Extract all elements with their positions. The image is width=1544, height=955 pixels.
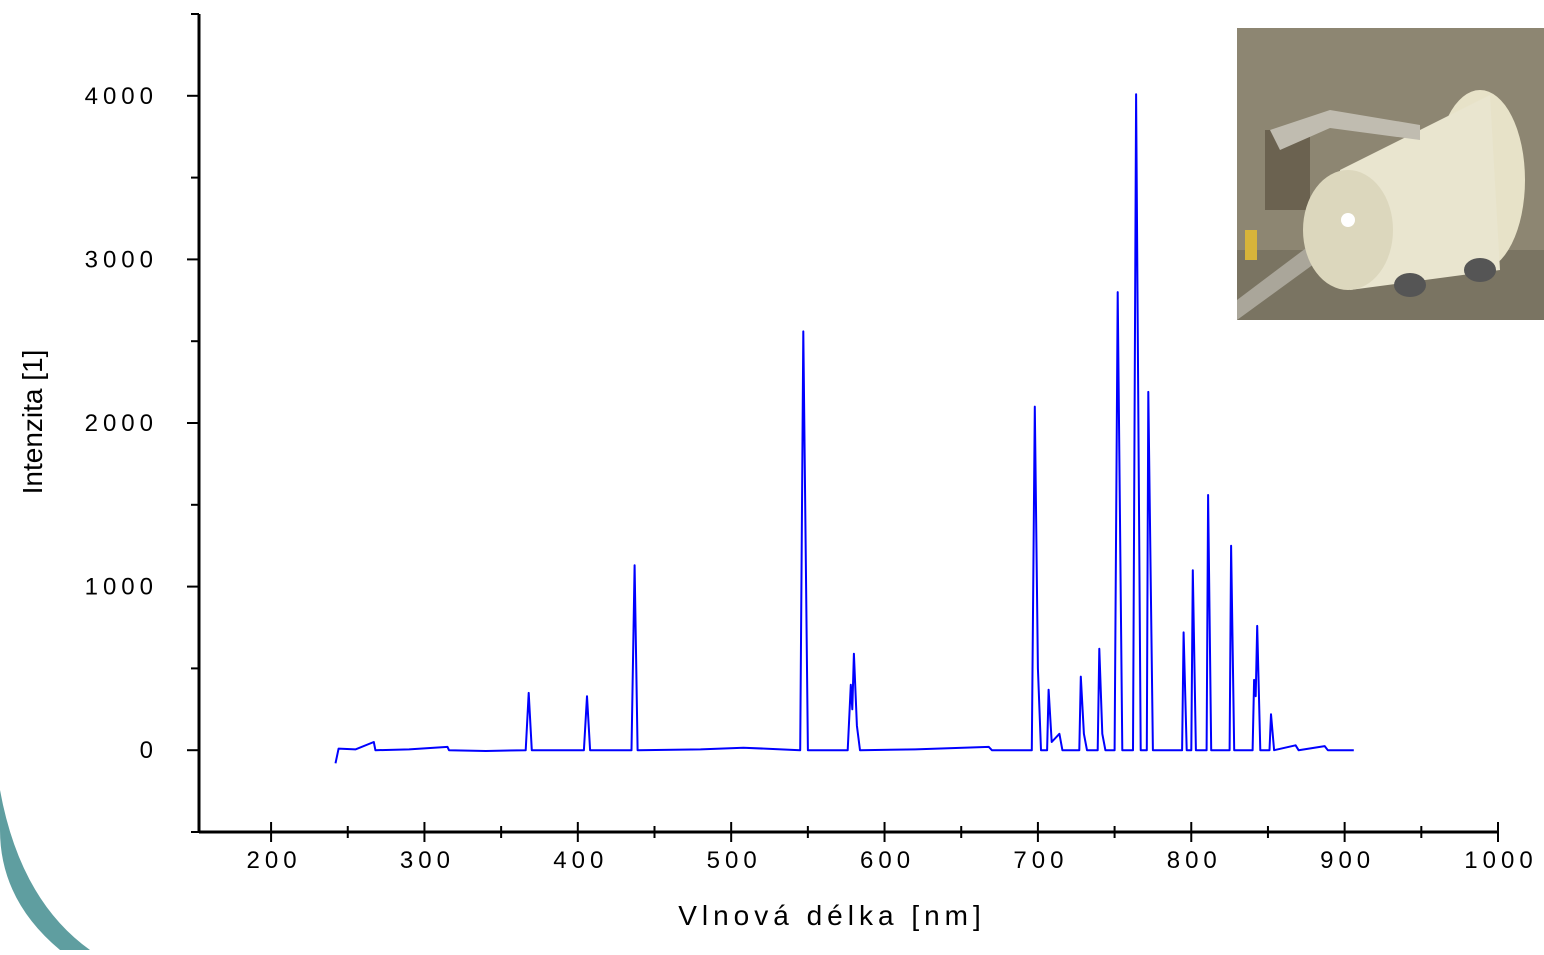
x-tick-label: 500 bbox=[707, 847, 762, 874]
y-axis-label: Intenzita [1] bbox=[17, 350, 48, 495]
x-tick-label: 600 bbox=[860, 847, 915, 874]
x-axis-label: Vlnová délka [nm] bbox=[678, 900, 986, 931]
inset-photo bbox=[1237, 28, 1544, 320]
decor-arc bbox=[0, 790, 90, 950]
y-tick-label: 0 bbox=[140, 737, 158, 764]
y-tick-label: 1000 bbox=[85, 574, 158, 601]
x-tick-label: 300 bbox=[400, 847, 455, 874]
x-tick-label: 1000 bbox=[1464, 847, 1537, 874]
x-tick-label: 200 bbox=[247, 847, 302, 874]
spectrum-line bbox=[334, 93, 1354, 764]
x-tick-label: 700 bbox=[1013, 847, 1068, 874]
y-tick-label: 3000 bbox=[85, 246, 158, 273]
x-tick-label: 900 bbox=[1320, 847, 1375, 874]
x-tick-label: 800 bbox=[1167, 847, 1222, 874]
x-tick-label: 400 bbox=[553, 847, 608, 874]
y-tick-label: 4000 bbox=[85, 83, 158, 110]
y-tick-label: 2000 bbox=[85, 410, 158, 437]
